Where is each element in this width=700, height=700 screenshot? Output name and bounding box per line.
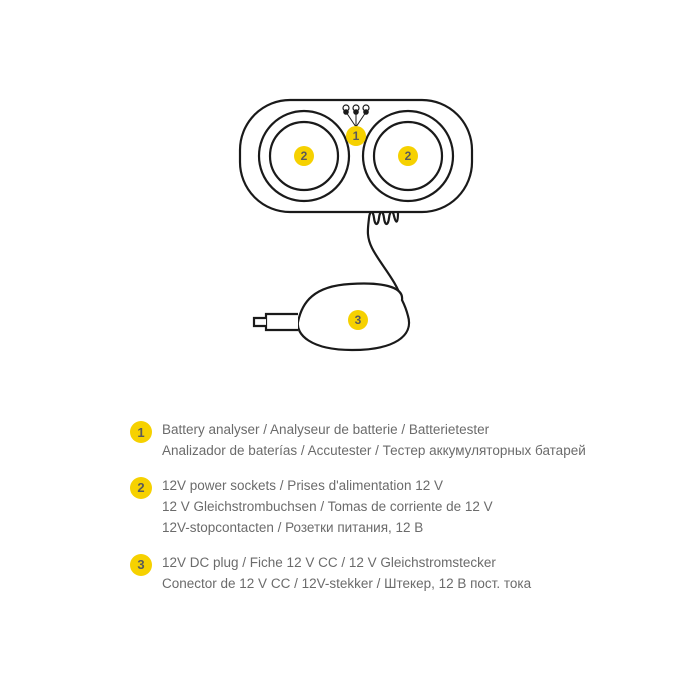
svg-text:3: 3	[355, 313, 362, 327]
svg-text:2: 2	[405, 149, 412, 163]
callout-badge-1: 1	[346, 126, 366, 146]
socket-1: 2	[259, 111, 349, 201]
plug-nub	[254, 318, 266, 326]
callout-badge-3: 3	[348, 310, 368, 330]
page: 2 2 1 3	[0, 0, 700, 700]
socket-2: 2	[363, 111, 453, 201]
legend-text-3: 12V DC plug / Fiche 12 V CC / 12 V Gleic…	[162, 553, 590, 595]
legend-item-3: 3 12V DC plug / Fiche 12 V CC / 12 V Gle…	[130, 553, 590, 595]
plug-tip	[266, 314, 298, 330]
svg-text:2: 2	[301, 149, 308, 163]
svg-text:1: 1	[353, 129, 360, 143]
legend-badge-3: 3	[130, 554, 152, 576]
legend-item-2: 2 12V power sockets / Prises d'alimentat…	[130, 476, 590, 539]
legend-item-1: 1 Battery analyser / Analyseur de batter…	[130, 420, 590, 462]
legend: 1 Battery analyser / Analyseur de batter…	[130, 420, 590, 608]
product-diagram: 2 2 1 3	[0, 0, 700, 410]
legend-badge-1: 1	[130, 421, 152, 443]
legend-text-1: Battery analyser / Analyseur de batterie…	[162, 420, 590, 462]
legend-badge-2: 2	[130, 477, 152, 499]
legend-text-2: 12V power sockets / Prises d'alimentatio…	[162, 476, 590, 539]
